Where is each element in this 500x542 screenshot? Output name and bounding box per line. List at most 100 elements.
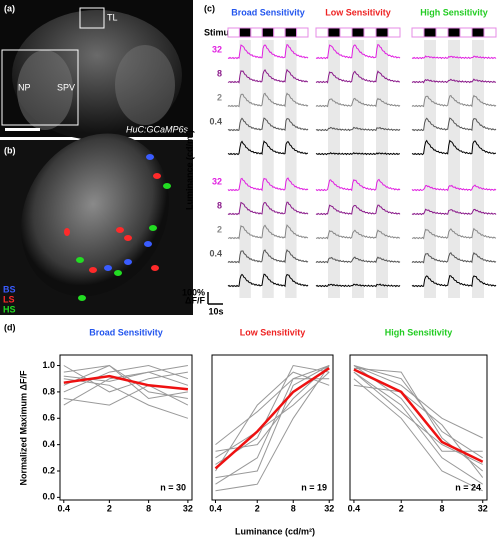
stimulus-segment [339,27,353,38]
trace [315,126,401,132]
x-tick-label: 2 [255,503,260,513]
cell [149,225,157,231]
y-tick-label: 0.4 [42,439,55,449]
stimulus-band [424,40,436,298]
trace [227,273,309,288]
cell [64,228,70,236]
cell [151,265,159,271]
trace [315,151,401,156]
trace [227,117,309,132]
cell-line [215,365,330,479]
trace [411,184,497,192]
x-tick-label: 8 [146,503,151,513]
trace [315,70,400,84]
scale-label: 10s [208,306,223,316]
chart-title: High Sensitivity [385,327,453,337]
trace [411,78,497,84]
y-tick-label: 0.0 [42,492,55,502]
x-tick-label: 32 [183,503,193,513]
cell [146,154,154,160]
cell-line [215,371,330,459]
stimulus-segment [261,27,275,38]
cell [114,270,122,276]
mean-line [214,367,330,470]
stimulus-segment [435,27,449,38]
x-tick-label: 8 [291,503,296,513]
trace [315,229,401,240]
trace [411,117,497,132]
column-title: Low Sensitivity [325,7,391,17]
row-label: 32 [212,44,222,54]
cell-line [63,378,189,419]
trace [411,251,497,264]
mean-line [63,374,189,391]
panel-label: (d) [4,322,16,332]
stimulus-band [262,40,274,298]
panel-label: (c) [204,3,215,13]
tissue [20,133,170,297]
trace [227,201,309,216]
legend-entry: BS [3,284,16,294]
row-label: 0.4 [209,248,222,258]
chart-title: Broad Sensitivity [89,327,163,337]
cell [116,227,124,233]
cell-line [353,371,483,465]
trace [227,177,309,192]
stimulus-segment [284,27,298,38]
x-tick-label: 2 [107,503,112,513]
x-tick-label: 0.4 [58,503,71,513]
stimulus-segment [351,27,365,38]
stimulus-segment [471,27,485,38]
scale-bar [5,128,40,131]
stimulus-segment [315,27,329,38]
trace [411,139,496,156]
stimulus-segment [483,27,497,38]
row-label: 0.4 [209,116,222,126]
cells [64,154,171,301]
stimulus-segment [411,27,425,38]
legend-entry: LS [3,294,15,304]
annotation: n = 24 [455,482,481,492]
region-label: SPV [57,82,75,92]
trace [315,204,401,216]
stimulus-segment [273,27,286,38]
trace [411,55,497,60]
cell [76,257,84,263]
row-label: 32 [212,176,222,186]
cell [78,295,86,301]
cell [144,241,152,247]
stimulus-segment [327,27,341,38]
stimulus-segment [296,27,309,38]
trace [315,97,401,108]
stimulus-segment [447,27,461,38]
stimulus-segment [227,27,240,38]
y-tick-label: 0.6 [42,413,55,423]
plot-frame [211,354,334,501]
region-label: TL [107,12,118,22]
cell [153,173,161,179]
cell-line [63,384,189,406]
trace [315,43,401,60]
trace [315,256,401,264]
cell-line [215,365,330,492]
annotation: n = 19 [301,482,327,492]
scale-label: ΔF/F [185,295,205,305]
stimulus-band [328,40,340,298]
trace [411,94,497,108]
row-label: 8 [217,68,222,78]
roi-box [1,49,79,126]
x-tick-label: 0.4 [348,503,361,513]
plot-frame [349,354,488,501]
y-tick-label: 1.0 [42,360,55,370]
trace [315,283,401,288]
y-tick-label: 0.2 [42,465,55,475]
x-tick-label: 0.4 [209,503,222,513]
annotation: n = 30 [160,482,186,492]
stimulus-segment [423,27,437,38]
x-axis-label: Luminance (cd/m²) [235,526,315,536]
stimulus-segment [250,27,263,38]
cell [89,267,97,273]
x-tick-label: 32 [478,503,488,513]
